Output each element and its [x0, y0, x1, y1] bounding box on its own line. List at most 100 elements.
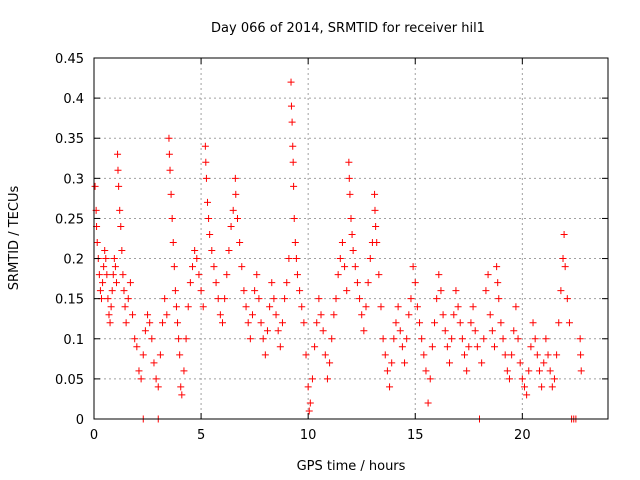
data-point	[109, 271, 117, 279]
data-point	[461, 351, 469, 359]
data-point	[508, 351, 516, 359]
data-point	[287, 102, 295, 110]
data-point	[137, 375, 145, 383]
data-point	[238, 263, 246, 271]
data-point	[110, 255, 118, 263]
data-point	[166, 166, 174, 174]
data-point	[546, 367, 554, 375]
data-point	[270, 295, 278, 303]
data-point	[176, 351, 184, 359]
data-point	[559, 255, 567, 263]
data-point	[465, 343, 473, 351]
data-point	[518, 375, 526, 383]
data-point	[321, 351, 329, 359]
data-point	[435, 271, 443, 279]
data-point	[377, 303, 385, 311]
y-tick-label: 0.3	[63, 172, 84, 187]
data-point	[422, 367, 430, 375]
data-point	[525, 367, 533, 375]
data-point	[420, 351, 428, 359]
data-point	[371, 190, 379, 198]
data-points	[91, 78, 585, 423]
data-point	[523, 391, 531, 399]
data-point	[480, 335, 488, 343]
data-point	[246, 335, 254, 343]
x-tick-label: 10	[300, 428, 317, 443]
data-point	[126, 279, 134, 287]
data-point	[343, 287, 351, 295]
data-point	[463, 367, 471, 375]
data-point	[305, 407, 313, 415]
data-point	[227, 222, 235, 230]
data-point	[514, 335, 522, 343]
data-point	[118, 247, 126, 255]
data-point	[346, 190, 354, 198]
data-point	[221, 295, 229, 303]
data-point	[341, 263, 349, 271]
data-point	[204, 198, 212, 206]
y-tick-label: 0.05	[55, 373, 84, 388]
data-point	[225, 247, 233, 255]
data-point	[117, 222, 125, 230]
data-point	[469, 303, 477, 311]
y-tick-label: 0	[76, 413, 84, 428]
data-point	[115, 182, 123, 190]
data-point	[150, 359, 158, 367]
data-point	[274, 327, 282, 335]
data-point	[156, 351, 164, 359]
data-point	[174, 319, 182, 327]
data-point	[560, 230, 568, 238]
data-point	[116, 206, 124, 214]
data-point	[347, 214, 355, 222]
data-point	[336, 255, 344, 263]
data-point	[201, 142, 209, 150]
data-point	[516, 359, 524, 367]
data-point	[405, 311, 413, 319]
data-point	[446, 359, 454, 367]
data-point	[240, 287, 248, 295]
data-point	[371, 206, 379, 214]
data-point	[146, 319, 154, 327]
data-point	[304, 383, 312, 391]
data-point	[263, 327, 271, 335]
data-point	[255, 295, 263, 303]
axis-ticks	[93, 57, 608, 420]
data-point	[105, 311, 113, 319]
data-point	[550, 375, 558, 383]
y-tick-label: 0.25	[55, 212, 84, 227]
data-point	[178, 391, 186, 399]
y-tick-labels: 0 0.05 0.1 0.15 0.2 0.25 0.3 0.35 0.4 0.45	[55, 52, 84, 428]
data-point	[169, 239, 177, 247]
data-point	[296, 287, 304, 295]
data-point	[261, 351, 269, 359]
data-point	[520, 383, 528, 391]
data-point	[499, 335, 507, 343]
data-point	[555, 319, 563, 327]
data-point	[144, 311, 152, 319]
data-point	[493, 263, 501, 271]
data-point	[326, 359, 334, 367]
data-point	[202, 158, 210, 166]
data-point	[244, 319, 252, 327]
x-tick-labels: 0 5 10 15 20	[90, 428, 531, 443]
data-point	[208, 247, 216, 255]
data-point	[288, 118, 296, 126]
data-point	[95, 271, 103, 279]
data-point	[488, 327, 496, 335]
data-point	[448, 335, 456, 343]
data-point	[345, 158, 353, 166]
data-point	[148, 335, 156, 343]
data-point	[141, 327, 149, 335]
data-point	[495, 295, 503, 303]
chart-title: Day 066 of 2014, SRMTID for receiver hil…	[211, 21, 485, 36]
data-point	[120, 287, 128, 295]
data-point	[199, 303, 207, 311]
y-tick-label: 0.1	[63, 333, 84, 348]
data-point	[100, 263, 108, 271]
data-point	[358, 311, 366, 319]
data-point	[452, 287, 460, 295]
data-point	[416, 319, 424, 327]
data-point	[565, 319, 573, 327]
data-point	[396, 327, 404, 335]
data-point	[542, 335, 550, 343]
